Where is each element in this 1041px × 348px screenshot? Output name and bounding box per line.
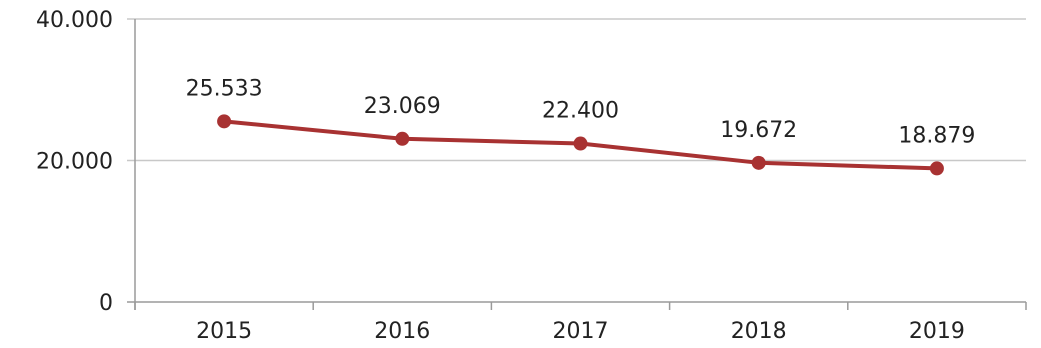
data-label: 23.069 <box>364 94 441 119</box>
y-tick-labels: 0 20.000 40.000 <box>36 8 113 316</box>
data-point <box>751 155 766 170</box>
x-tick-label: 2016 <box>374 319 430 344</box>
x-tick-label: 2018 <box>731 319 787 344</box>
data-points <box>217 114 944 176</box>
data-point <box>217 114 232 129</box>
data-label: 25.533 <box>186 76 263 101</box>
y-tick-label: 0 <box>99 291 113 316</box>
y-tick-label: 20.000 <box>36 150 113 175</box>
data-label: 22.400 <box>542 99 619 124</box>
axes <box>127 19 1027 310</box>
x-tick-labels: 2015 2016 2017 2018 2019 <box>196 319 965 344</box>
data-label: 19.672 <box>720 118 797 143</box>
x-tick-label: 2015 <box>196 319 252 344</box>
y-tick-label: 40.000 <box>36 8 113 33</box>
x-tick-label: 2019 <box>909 319 965 344</box>
data-point <box>395 131 410 146</box>
data-point <box>573 136 588 151</box>
gridlines <box>127 18 1026 162</box>
data-label: 18.879 <box>898 123 975 148</box>
data-point <box>929 161 944 176</box>
data-labels: 25.533 23.069 22.400 19.672 18.879 <box>186 76 976 148</box>
x-tick-label: 2017 <box>553 319 609 344</box>
